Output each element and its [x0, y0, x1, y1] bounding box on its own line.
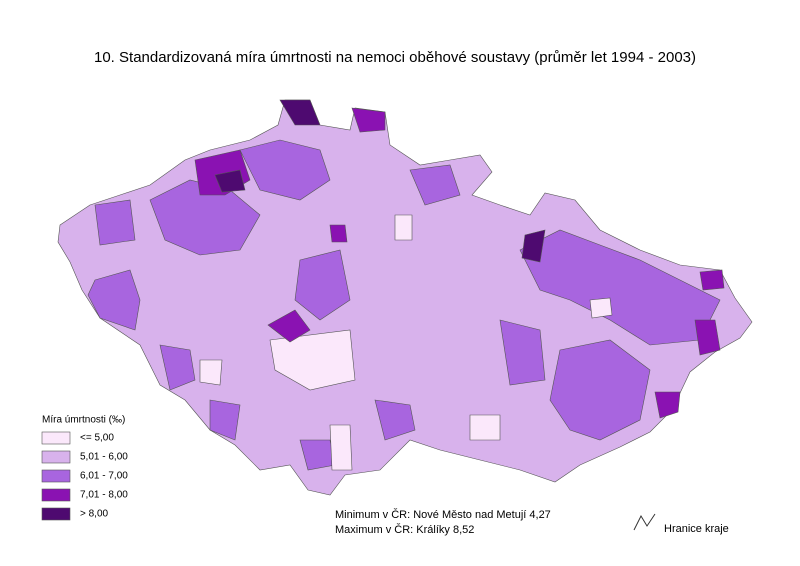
district	[654, 391, 681, 419]
legend-label: <= 5,00	[80, 433, 114, 444]
district	[549, 339, 651, 441]
legend-label: > 8,00	[80, 509, 109, 520]
district	[409, 164, 461, 206]
district	[239, 139, 331, 201]
legend-swatch	[41, 450, 71, 464]
district	[329, 224, 348, 243]
legend-title: Míra úmrtnosti (‰)	[42, 415, 125, 426]
district	[469, 414, 501, 441]
legend-label: 6,01 - 7,00	[80, 471, 128, 482]
legend-swatch	[41, 488, 71, 502]
district	[267, 309, 311, 343]
district	[329, 424, 353, 471]
border-legend: Hranice kraje	[664, 523, 729, 535]
district	[499, 319, 546, 386]
district	[214, 169, 246, 193]
district	[199, 359, 223, 386]
legend-swatch	[41, 469, 71, 483]
legend-swatch	[41, 507, 71, 521]
district	[279, 99, 321, 126]
note: Minimum v ČR: Nové Město nad Metují 4,27	[335, 508, 551, 521]
legend-swatch	[41, 431, 71, 445]
district	[87, 269, 141, 331]
district	[294, 249, 351, 321]
district	[394, 214, 413, 241]
district	[149, 179, 261, 256]
district	[159, 344, 196, 391]
legend-label: 7,01 - 8,00	[80, 490, 128, 501]
district	[521, 229, 546, 263]
district	[699, 269, 725, 291]
legend-label: 5,01 - 6,00	[80, 452, 128, 463]
district	[589, 297, 613, 319]
district	[209, 399, 241, 441]
legend: <= 5,00 5,01 - 6,00 6,01 - 7,00 7,01 - 8,00…	[41, 431, 128, 521]
border-symbol	[633, 513, 656, 531]
title: 10. Standardizovaná míra úmrtnosti na ne…	[94, 49, 696, 66]
district	[374, 399, 416, 441]
district	[351, 107, 386, 133]
district	[694, 319, 721, 356]
district	[269, 329, 356, 391]
note: Maximum v ČR: Králíky 8,52	[335, 523, 474, 536]
district	[94, 199, 136, 246]
map	[57, 99, 753, 496]
